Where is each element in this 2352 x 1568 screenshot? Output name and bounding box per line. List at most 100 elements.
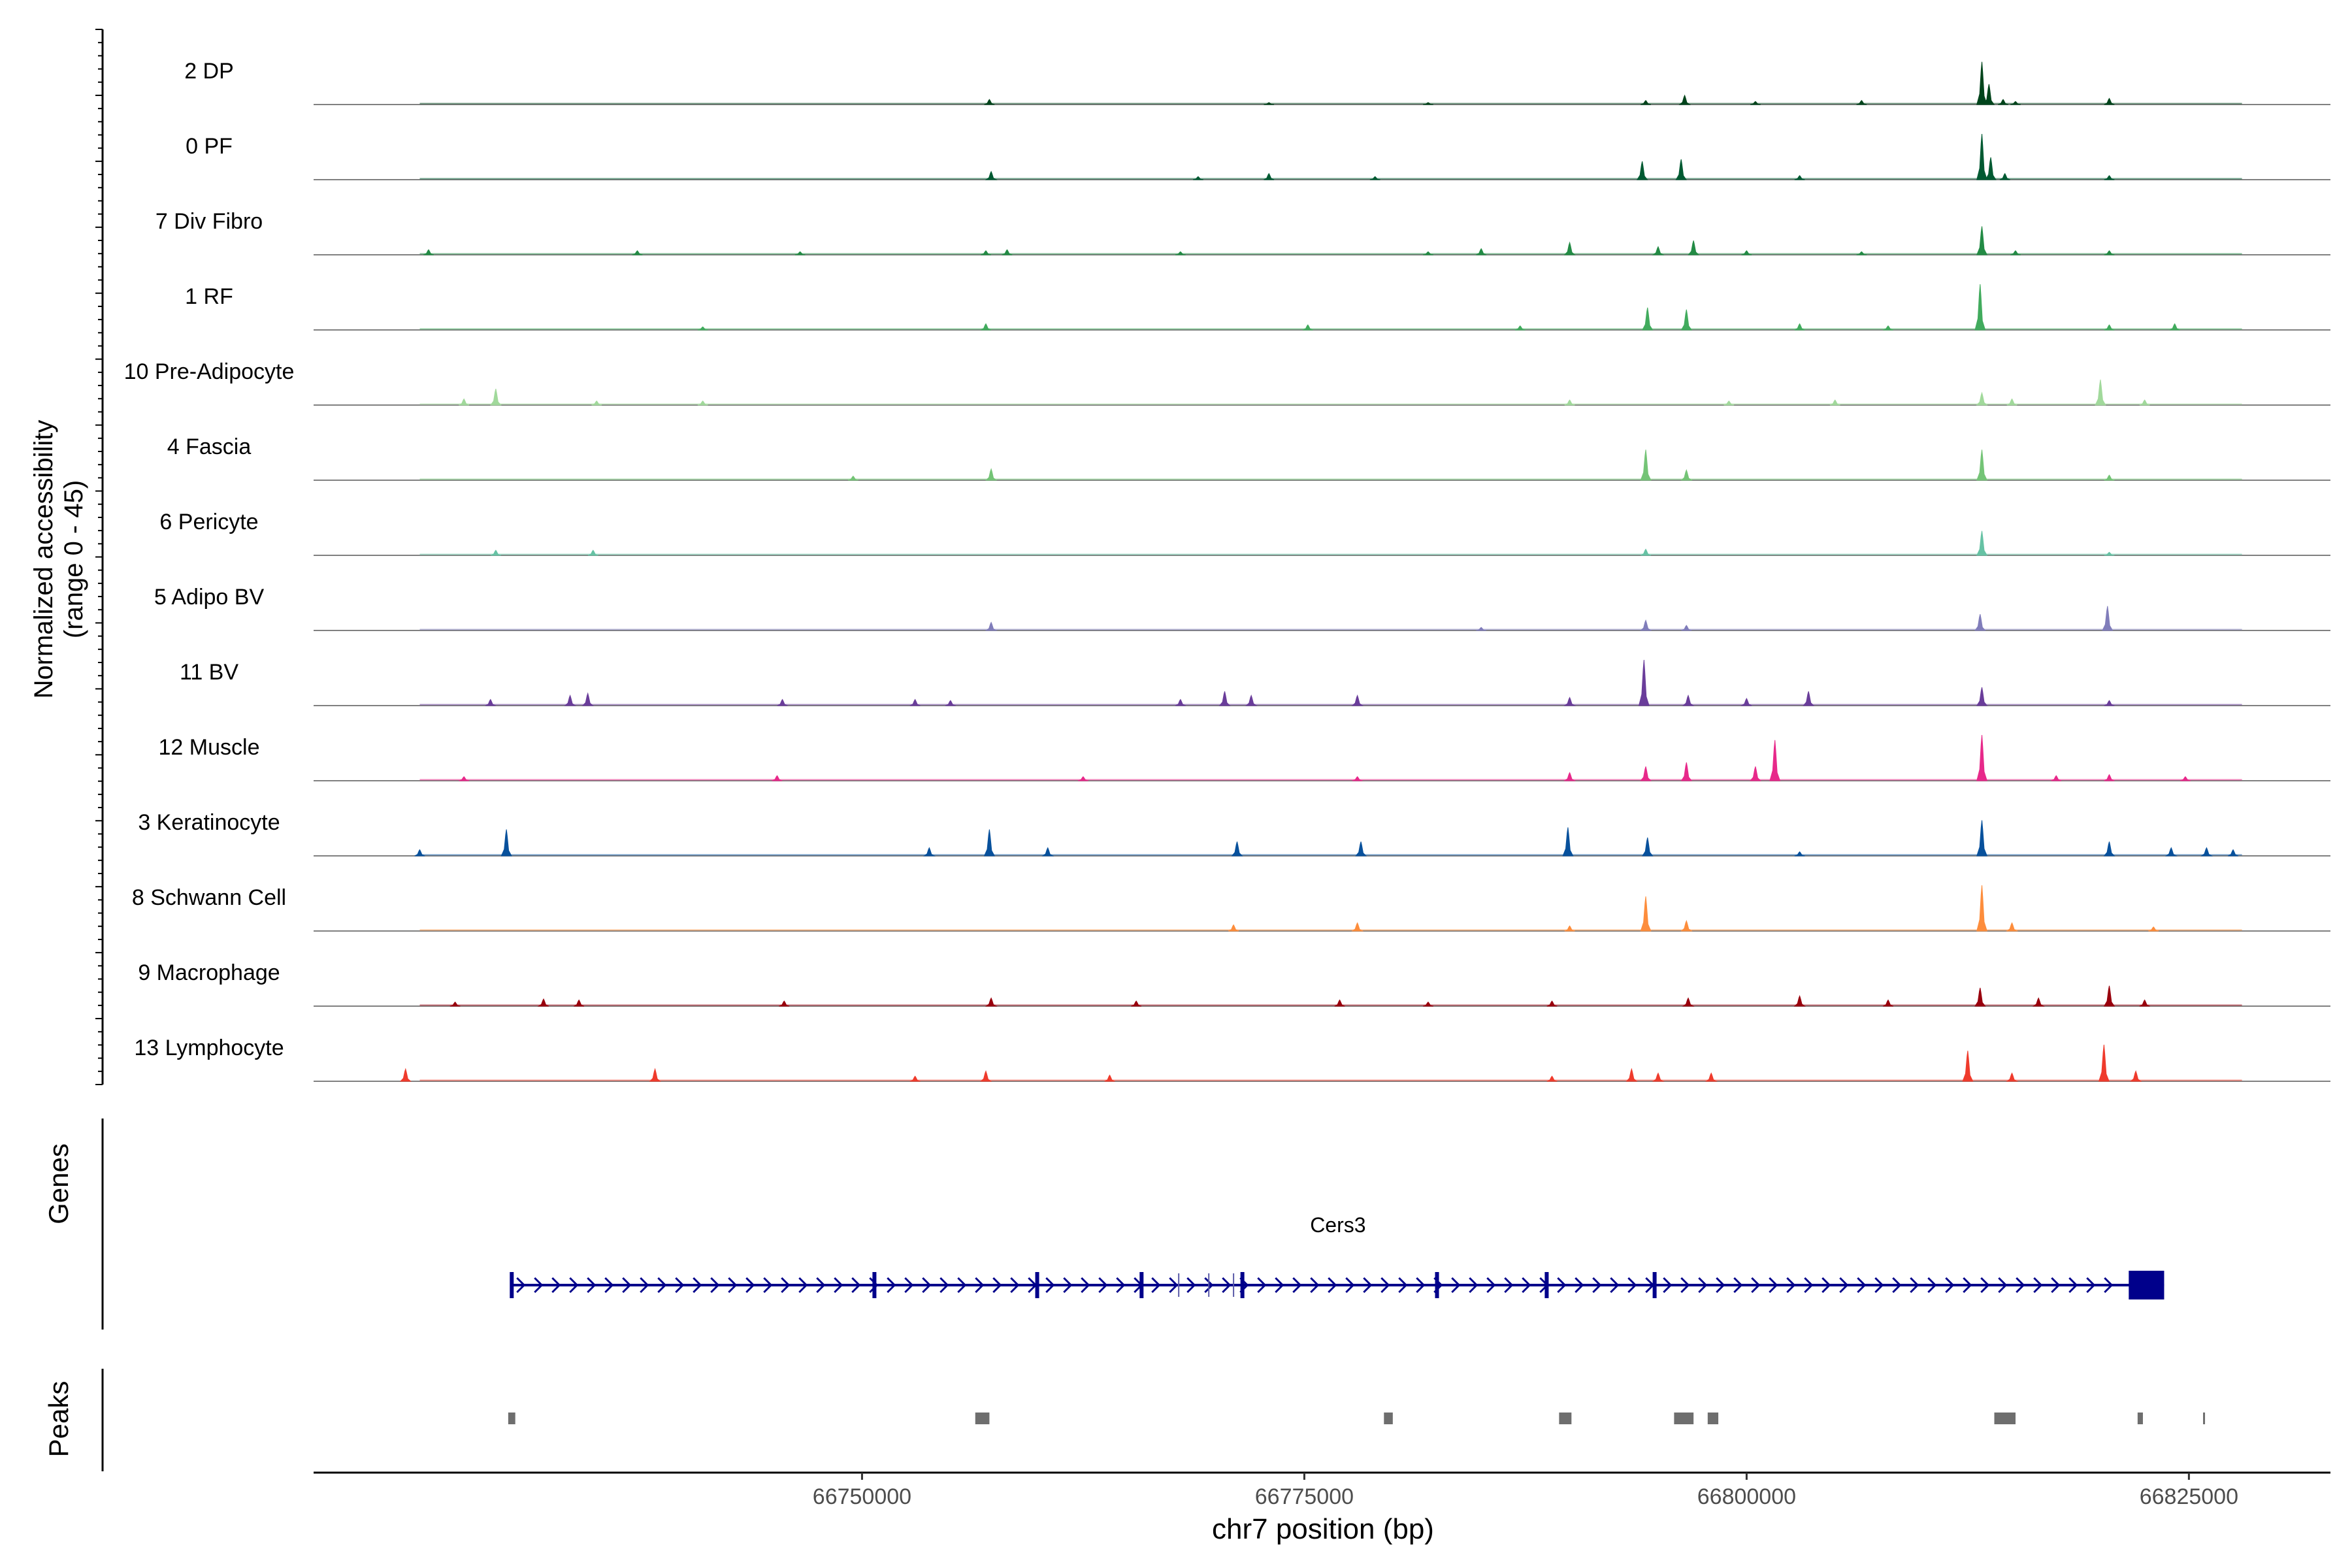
coverage-peak xyxy=(1750,766,1761,781)
coverage-peak xyxy=(1976,226,1988,255)
coverage-peak xyxy=(1882,999,1894,1007)
coverage-peak xyxy=(2010,250,2021,255)
strand-arrow-icon xyxy=(1363,1277,1373,1294)
coverage-peak xyxy=(1641,548,1652,556)
coverage-peak xyxy=(485,698,496,706)
peak-region xyxy=(2137,1413,2143,1424)
track-4-fascia: 4 Fascia xyxy=(167,434,2330,481)
strand-arrow-icon xyxy=(1680,1277,1690,1294)
coverage-peak xyxy=(1652,1072,1665,1082)
coverage-peak xyxy=(1976,449,1988,481)
gene-utr-block xyxy=(2129,1271,2164,1299)
coverage-peak xyxy=(1976,820,1988,857)
strand-arrow-icon xyxy=(1504,1277,1514,1294)
track-3-keratinocyte: 3 Keratinocyte xyxy=(138,810,2330,857)
strand-arrow-icon xyxy=(657,1277,667,1294)
coverage-peak xyxy=(1175,698,1186,706)
coverage-peak xyxy=(1974,987,1986,1007)
track-5-adipo-bv: 5 Adipo BV xyxy=(154,585,2330,631)
coverage-peak xyxy=(1974,284,1986,331)
gene-exon xyxy=(1139,1272,1144,1298)
coverage-peak xyxy=(2139,399,2150,406)
strand-arrow-icon xyxy=(1698,1277,1708,1294)
strand-arrow-icon xyxy=(1610,1277,1620,1294)
strand-arrow-icon xyxy=(922,1277,932,1294)
strand-arrow-icon xyxy=(1310,1277,1320,1294)
coverage-peak xyxy=(1562,827,1574,857)
peak-region xyxy=(975,1413,990,1424)
track-7-div-fibro: 7 Div Fibro xyxy=(155,209,2330,255)
coverage-peak xyxy=(1794,175,1805,180)
strand-arrow-icon xyxy=(887,1277,896,1294)
strand-arrow-icon xyxy=(1222,1277,1232,1294)
coverage-peak xyxy=(1640,896,1652,932)
strand-arrow-icon xyxy=(781,1277,791,1294)
track-label: 6 Pericyte xyxy=(159,510,258,534)
coverage-peak xyxy=(1883,325,1893,331)
coverage-peak xyxy=(500,829,512,857)
coverage-peak xyxy=(1245,694,1258,706)
coverage-peak xyxy=(2228,849,2239,857)
coverage-peak xyxy=(1334,999,1345,1007)
coverage-peak xyxy=(537,998,549,1007)
x-axis-ticks: 66750000 66775000 66800000 66825000 xyxy=(813,1473,2238,1509)
coverage-peak xyxy=(1680,468,1693,481)
coverage-peak xyxy=(1976,531,1988,556)
strand-arrow-icon xyxy=(975,1277,985,1294)
coverage-peak xyxy=(1856,251,1867,255)
strand-arrow-icon xyxy=(2016,1277,2025,1294)
coverage-peak xyxy=(490,549,501,556)
coverage-peak xyxy=(1976,133,1988,180)
coverage-peak xyxy=(1642,307,1654,331)
strand-arrow-icon xyxy=(1328,1277,1337,1294)
strand-arrow-icon xyxy=(1098,1277,1108,1294)
coverage-peak xyxy=(909,1075,921,1082)
gene-exon xyxy=(872,1272,877,1298)
track-label: 1 RF xyxy=(185,284,233,309)
coverage-peak xyxy=(772,775,783,781)
track-label: 2 DP xyxy=(184,59,234,84)
coverage-peak xyxy=(1640,766,1652,781)
coverage-peak xyxy=(1688,240,1700,255)
coverage-peak xyxy=(697,400,708,406)
coverage-peak xyxy=(1769,740,1781,781)
track-13-lymphocyte: 13 Lymphocyte xyxy=(134,1036,2330,1082)
coverage-peak xyxy=(1231,841,1243,857)
coverage-peak xyxy=(1985,157,1997,180)
coverage-peak xyxy=(564,694,577,706)
coverage-peak xyxy=(1175,251,1186,255)
track-label: 8 Schwann Cell xyxy=(132,885,286,910)
coverage-peak xyxy=(2098,1044,2110,1082)
track-6-pericyte: 6 Pericyte xyxy=(159,510,2330,556)
strand-arrow-icon xyxy=(1275,1277,1284,1294)
coverage-peak xyxy=(1625,1068,1638,1082)
coverage-peak xyxy=(1546,1000,1558,1007)
strand-arrow-icon xyxy=(1769,1277,1778,1294)
coverage-peak xyxy=(1351,694,1364,706)
strand-arrow-icon xyxy=(1751,1277,1761,1294)
coverage-peak xyxy=(979,1070,992,1082)
coverage-peak xyxy=(1077,776,1088,781)
coverage-peak xyxy=(985,997,998,1007)
strand-arrow-icon xyxy=(1892,1277,1902,1294)
coverage-peak xyxy=(1423,251,1433,255)
strand-arrow-icon xyxy=(622,1277,632,1294)
coverage-peak xyxy=(1974,613,1986,631)
coverage-peak xyxy=(1638,659,1650,706)
coverage-peak xyxy=(2104,250,2115,255)
strand-arrow-icon xyxy=(1151,1277,1161,1294)
gene-exon xyxy=(1035,1272,1039,1298)
coverage-peak xyxy=(2104,97,2115,105)
coverage-peak xyxy=(923,847,936,857)
x-tick-label: 66775000 xyxy=(1255,1484,1354,1509)
strand-arrow-icon xyxy=(1081,1277,1090,1294)
strand-arrow-icon xyxy=(1010,1277,1020,1294)
strand-arrow-icon xyxy=(675,1277,685,1294)
coverage-peak xyxy=(1476,627,1487,631)
coverage-peak xyxy=(2180,776,2191,781)
track-2-dp: 2 DP xyxy=(184,59,2330,105)
coverage-peak xyxy=(1351,922,1364,932)
coverage-peak xyxy=(1740,697,1752,706)
coverage-peak xyxy=(1680,762,1693,781)
gene-name-label: Cers3 xyxy=(1310,1213,1365,1237)
